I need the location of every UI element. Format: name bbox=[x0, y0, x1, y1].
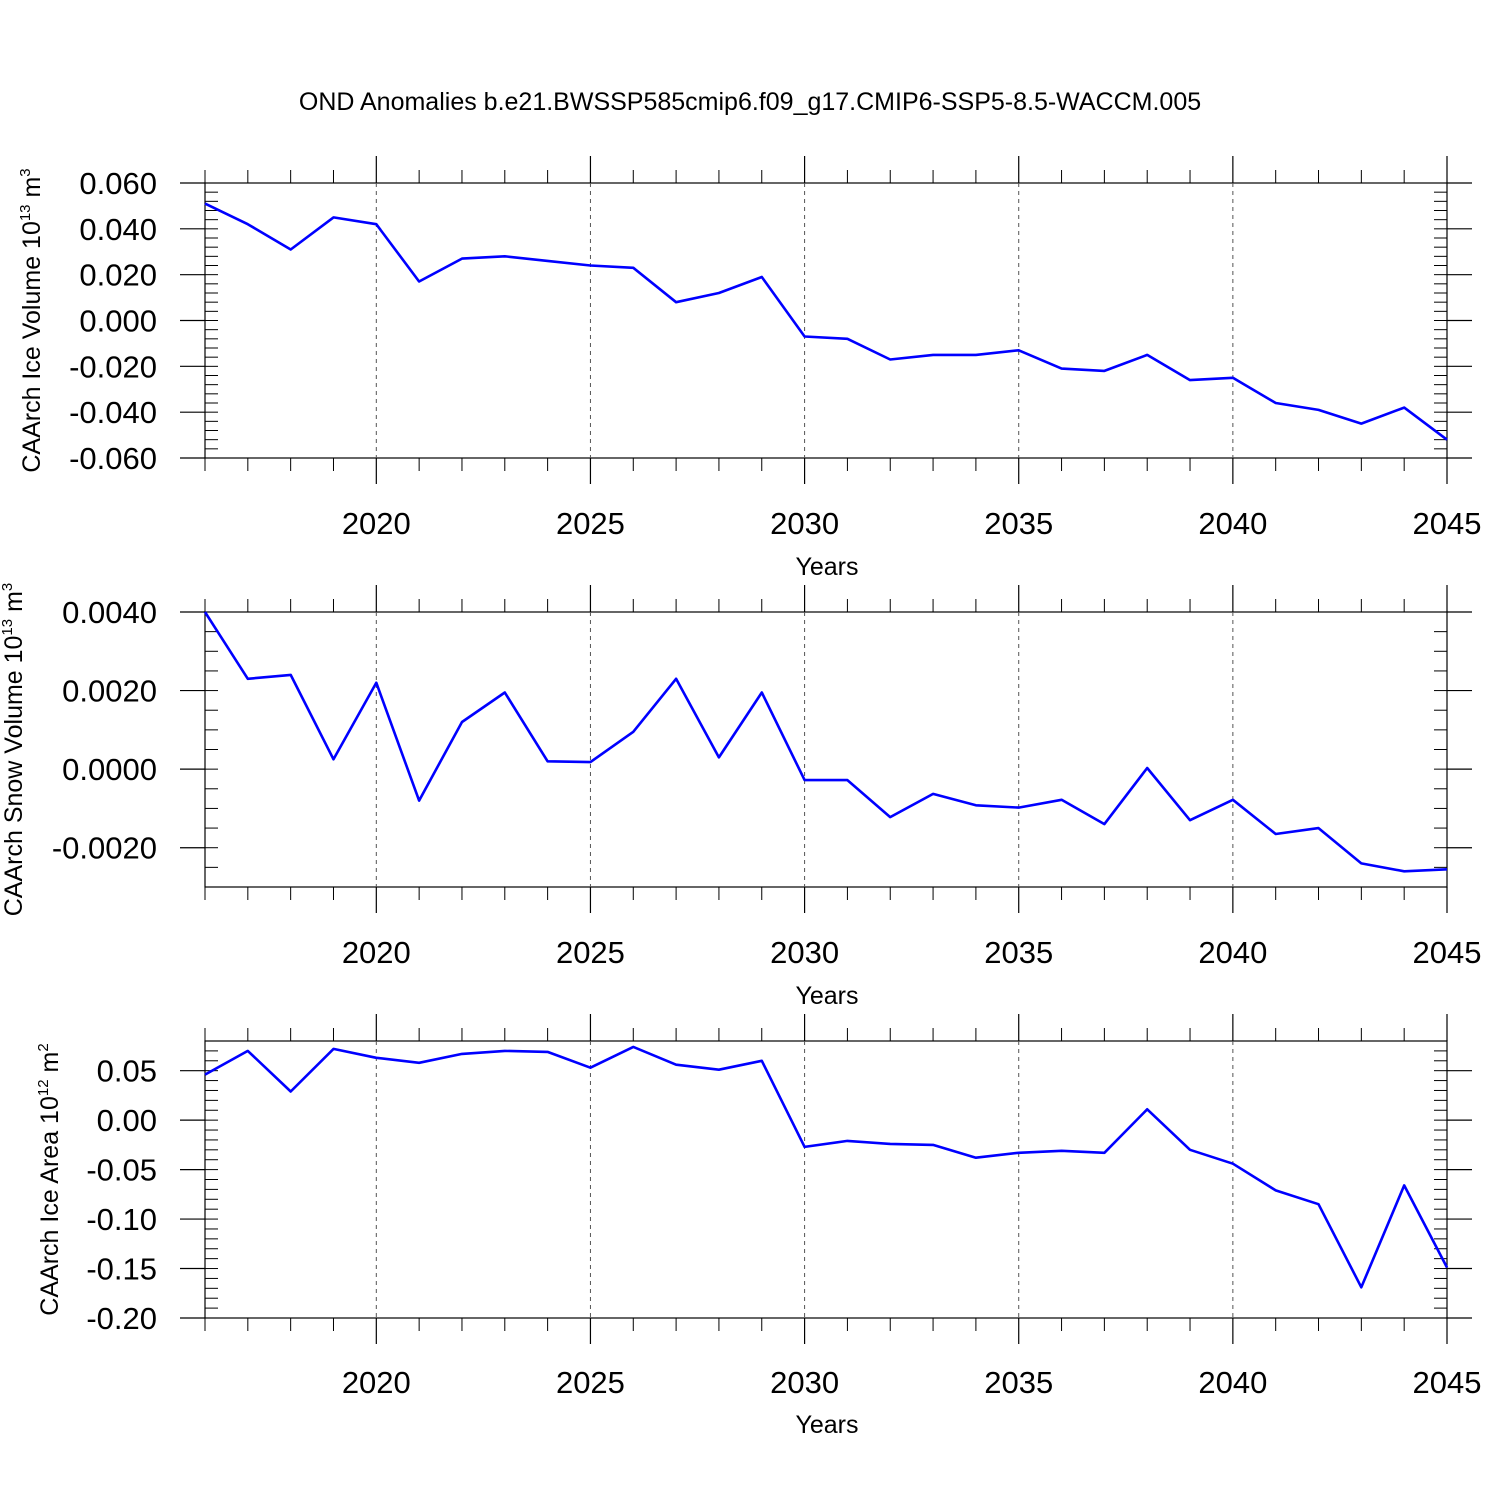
panel-2-series-line bbox=[203, 611, 1448, 873]
panel-1-y-tick-label: 0.000 bbox=[79, 304, 157, 339]
panel-3-plot-frame bbox=[204, 1040, 1448, 1319]
panel-1-x-tick-label: 2030 bbox=[770, 506, 839, 541]
panel-2-x-tick-label: 2025 bbox=[556, 935, 625, 970]
panel-3-y-tick-label: -0.10 bbox=[86, 1202, 157, 1237]
panel-2-y-tick-label: 0.0020 bbox=[62, 674, 157, 709]
panel-2-plot-frame bbox=[204, 611, 1448, 888]
panel-3-x-tick-label: 2045 bbox=[1413, 1365, 1482, 1400]
panel-3-series-line bbox=[204, 1045, 1449, 1289]
panel-2-x-tick-label: 2035 bbox=[984, 935, 1053, 970]
panel-1-y-tick-label: 0.040 bbox=[79, 212, 157, 247]
panel-3-x-tick-label: 2030 bbox=[770, 1365, 839, 1400]
panel-3-x-tick-label: 2020 bbox=[342, 1365, 411, 1400]
panel-3-x-tick-label: 2025 bbox=[556, 1365, 625, 1400]
panel-2-y-tick-label: -0.0020 bbox=[52, 831, 157, 866]
panel-2-y-label-part: m bbox=[0, 591, 28, 619]
panel-1-y-tick-label: 0.020 bbox=[79, 258, 157, 293]
panel-3-y-label-superscript: 12 bbox=[35, 1079, 52, 1096]
panel-3-y-tick-label: 0.00 bbox=[97, 1103, 157, 1138]
panel-1-x-tick-label: 2035 bbox=[984, 506, 1053, 541]
panel-1-series-line bbox=[204, 202, 1448, 441]
panel-2-x-tick-label: 2045 bbox=[1413, 935, 1482, 970]
panel-3-y-tick-label: -0.05 bbox=[86, 1153, 157, 1188]
panel-1-x-tick-label: 2040 bbox=[1198, 506, 1267, 541]
panel-1-y-label-superscript: 3 bbox=[17, 168, 34, 176]
panel-2-x-tick-label: 2040 bbox=[1198, 935, 1267, 970]
panel-1-y-label-part: m bbox=[18, 177, 46, 205]
panel-3-y-label-superscript: 2 bbox=[35, 1043, 52, 1051]
panel-2-y-tick-label: 0.0040 bbox=[62, 595, 157, 630]
panel-2-y-tick-label: 0.0000 bbox=[62, 752, 157, 787]
panel-3-y-tick-label: -0.15 bbox=[86, 1252, 157, 1287]
panel-1-x-tick-label: 2045 bbox=[1413, 506, 1482, 541]
panel-3-y-label-part: m bbox=[36, 1052, 64, 1080]
panel-1-y-label-superscript: 13 bbox=[17, 204, 34, 221]
figure-title: OND Anomalies b.e21.BWSSP585cmip6.f09_g1… bbox=[299, 88, 1201, 116]
panel-1-x-axis-label: Years bbox=[795, 553, 858, 581]
panel-2-x-tick-label: 2020 bbox=[342, 935, 411, 970]
panel-2-x-tick-label: 2030 bbox=[770, 935, 839, 970]
panel-2-y-label-superscript: 3 bbox=[0, 583, 16, 591]
panel-3-x-tick-label: 2040 bbox=[1198, 1365, 1267, 1400]
panel-2-y-label-superscript: 13 bbox=[0, 619, 16, 636]
panel-2-x-axis-label: Years bbox=[795, 982, 858, 1010]
panel-3-y-axis-label: CAArch Ice Area 1012 m2 bbox=[35, 1043, 64, 1315]
panel-1-y-axis-label: CAArch Ice Volume 1013 m3 bbox=[17, 168, 46, 472]
panel-3-x-axis-label: Years bbox=[795, 1411, 858, 1439]
panel-2-y-label-part: CAArch Snow Volume 10 bbox=[0, 636, 28, 917]
panel-2-y-axis-label: CAArch Snow Volume 1013 m3 bbox=[0, 583, 28, 917]
panel-1-y-tick-label: -0.040 bbox=[69, 395, 157, 430]
panel-1-y-tick-label: -0.020 bbox=[69, 349, 157, 384]
panel-1-plot-frame bbox=[204, 182, 1448, 459]
panel-3-x-tick-label: 2035 bbox=[984, 1365, 1053, 1400]
panel-3-y-tick-label: -0.20 bbox=[86, 1301, 157, 1336]
panel-1-y-tick-label: -0.060 bbox=[69, 441, 157, 476]
panel-1-x-tick-label: 2025 bbox=[556, 506, 625, 541]
panel-1-x-tick-label: 2020 bbox=[342, 506, 411, 541]
panel-1-y-tick-label: 0.060 bbox=[79, 166, 157, 201]
panel-1-y-label-part: CAArch Ice Volume 10 bbox=[18, 221, 46, 473]
panel-3-y-tick-label: 0.05 bbox=[97, 1054, 157, 1089]
panel-3-y-label-part: CAArch Ice Area 10 bbox=[36, 1096, 64, 1316]
